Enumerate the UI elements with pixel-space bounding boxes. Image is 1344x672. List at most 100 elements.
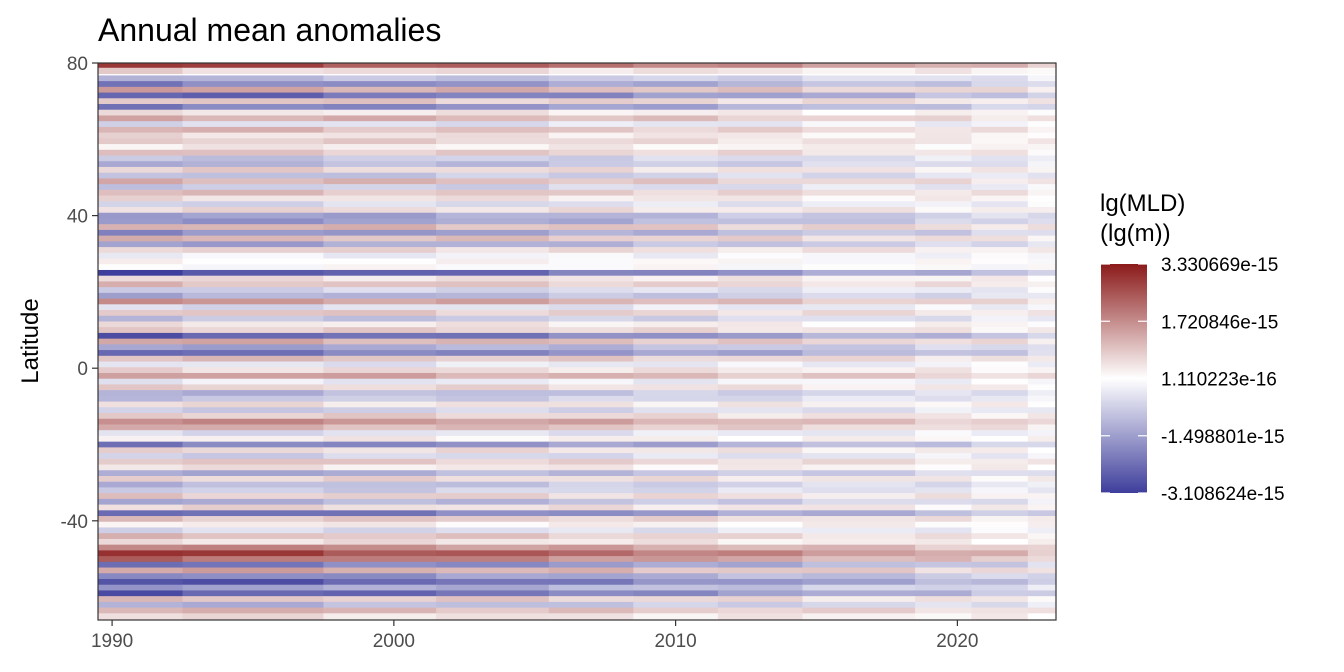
- heatmap-cell: [182, 115, 325, 122]
- heatmap-cell: [323, 613, 437, 620]
- heatmap-cell: [323, 258, 437, 265]
- heatmap-cell: [98, 81, 184, 88]
- heatmap-cell: [548, 355, 634, 363]
- heatmap-cell: [548, 395, 634, 403]
- heatmap-cell: [323, 561, 437, 569]
- heatmap-cell: [971, 475, 1029, 483]
- heatmap-cell: [1027, 178, 1056, 185]
- heatmap-cell: [98, 521, 184, 529]
- heatmap-cell: [548, 155, 634, 162]
- heatmap-cell: [717, 596, 804, 603]
- heatmap-cell: [1027, 361, 1056, 368]
- heatmap-cell: [633, 601, 719, 609]
- heatmap-cell: [323, 521, 437, 529]
- heatmap-cell: [436, 166, 550, 174]
- heatmap-cell: [182, 550, 325, 557]
- heatmap-cell: [633, 372, 719, 380]
- heatmap-cell: [436, 390, 550, 397]
- heatmap-cell: [971, 98, 1029, 105]
- heatmap-cell: [182, 218, 325, 225]
- heatmap-cell: [548, 458, 634, 466]
- heatmap-cell: [802, 327, 916, 334]
- heatmap-cell: [436, 327, 550, 334]
- x-tick-label: 2020: [936, 631, 978, 652]
- heatmap-cell: [802, 321, 916, 328]
- heatmap-cell: [633, 453, 719, 460]
- heatmap-cell: [182, 126, 325, 134]
- heatmap-cell: [1027, 355, 1056, 363]
- heatmap-cell: [548, 275, 634, 283]
- heatmap-cell: [633, 126, 719, 134]
- heatmap-cell: [633, 424, 719, 431]
- heatmap-cell: [323, 401, 437, 408]
- heatmap-cell: [548, 229, 634, 237]
- heatmap-cell: [98, 447, 184, 454]
- heatmap-cell: [182, 178, 325, 185]
- heatmap-cell: [1027, 578, 1056, 586]
- heatmap-cell: [717, 567, 804, 574]
- heatmap-cell: [182, 310, 325, 317]
- heatmap-cell: [436, 504, 550, 511]
- heatmap-cell: [98, 304, 184, 311]
- heatmap-cell: [182, 86, 325, 94]
- heatmap-cell: [436, 533, 550, 540]
- heatmap-cell: [1027, 252, 1056, 260]
- heatmap-cell: [802, 178, 916, 185]
- heatmap-cell: [1027, 464, 1056, 471]
- heatmap-cell: [717, 584, 804, 592]
- y-axis-title: Latitude: [17, 298, 44, 383]
- heatmap-cell: [971, 378, 1029, 386]
- heatmap-cell: [323, 407, 437, 414]
- heatmap-cell: [548, 533, 634, 540]
- heatmap-cell: [971, 453, 1029, 460]
- heatmap-cell: [717, 418, 804, 426]
- heatmap-cell: [436, 481, 550, 489]
- heatmap-cell: [98, 172, 184, 179]
- heatmap-cell: [548, 413, 634, 420]
- heatmap-cell: [98, 590, 184, 597]
- heatmap-cell: [323, 304, 437, 311]
- heatmap-cell: [971, 355, 1029, 363]
- heatmap-cell: [182, 321, 325, 328]
- heatmap-cell: [717, 161, 804, 168]
- heatmap-cell: [323, 298, 437, 305]
- heatmap-cell: [802, 63, 916, 69]
- heatmap-cell: [971, 493, 1029, 500]
- heatmap-cell: [323, 338, 437, 345]
- heatmap-cell: [717, 401, 804, 408]
- heatmap-cell: [323, 75, 437, 82]
- heatmap-cell: [802, 252, 916, 260]
- heatmap-cell: [717, 538, 804, 546]
- heatmap-cell: [1027, 584, 1056, 592]
- heatmap-cell: [548, 195, 634, 202]
- heatmap-cell: [971, 395, 1029, 403]
- heatmap-cell: [971, 310, 1029, 317]
- heatmap-cell: [1027, 298, 1056, 305]
- heatmap-cell: [548, 601, 634, 609]
- heatmap-cell: [323, 149, 437, 157]
- heatmap-cell: [802, 104, 916, 111]
- heatmap-cell: [971, 350, 1029, 357]
- heatmap-cell: [717, 178, 804, 185]
- heatmap-cell: [971, 132, 1029, 139]
- heatmap-cell: [1027, 269, 1056, 277]
- heatmap-cell: [915, 470, 973, 477]
- heatmap-cell: [717, 132, 804, 139]
- heatmap-cell: [323, 361, 437, 368]
- heatmap-cell: [1027, 184, 1056, 191]
- heatmap-cell: [915, 430, 973, 437]
- heatmap-cell: [323, 207, 437, 214]
- heatmap-cell: [915, 607, 973, 614]
- heatmap-cell: [633, 281, 719, 288]
- heatmap-cell: [915, 92, 973, 99]
- heatmap-cell: [971, 441, 1029, 448]
- heatmap-cell: [436, 395, 550, 403]
- x-tick-label: 2010: [654, 631, 696, 652]
- heatmap-cell: [436, 264, 550, 271]
- heatmap-cell: [1027, 401, 1056, 408]
- heatmap-cell: [802, 561, 916, 569]
- heatmap-cell: [633, 121, 719, 128]
- heatmap-cell: [633, 378, 719, 386]
- heatmap-cell: [1027, 430, 1056, 437]
- heatmap-cell: [182, 224, 325, 231]
